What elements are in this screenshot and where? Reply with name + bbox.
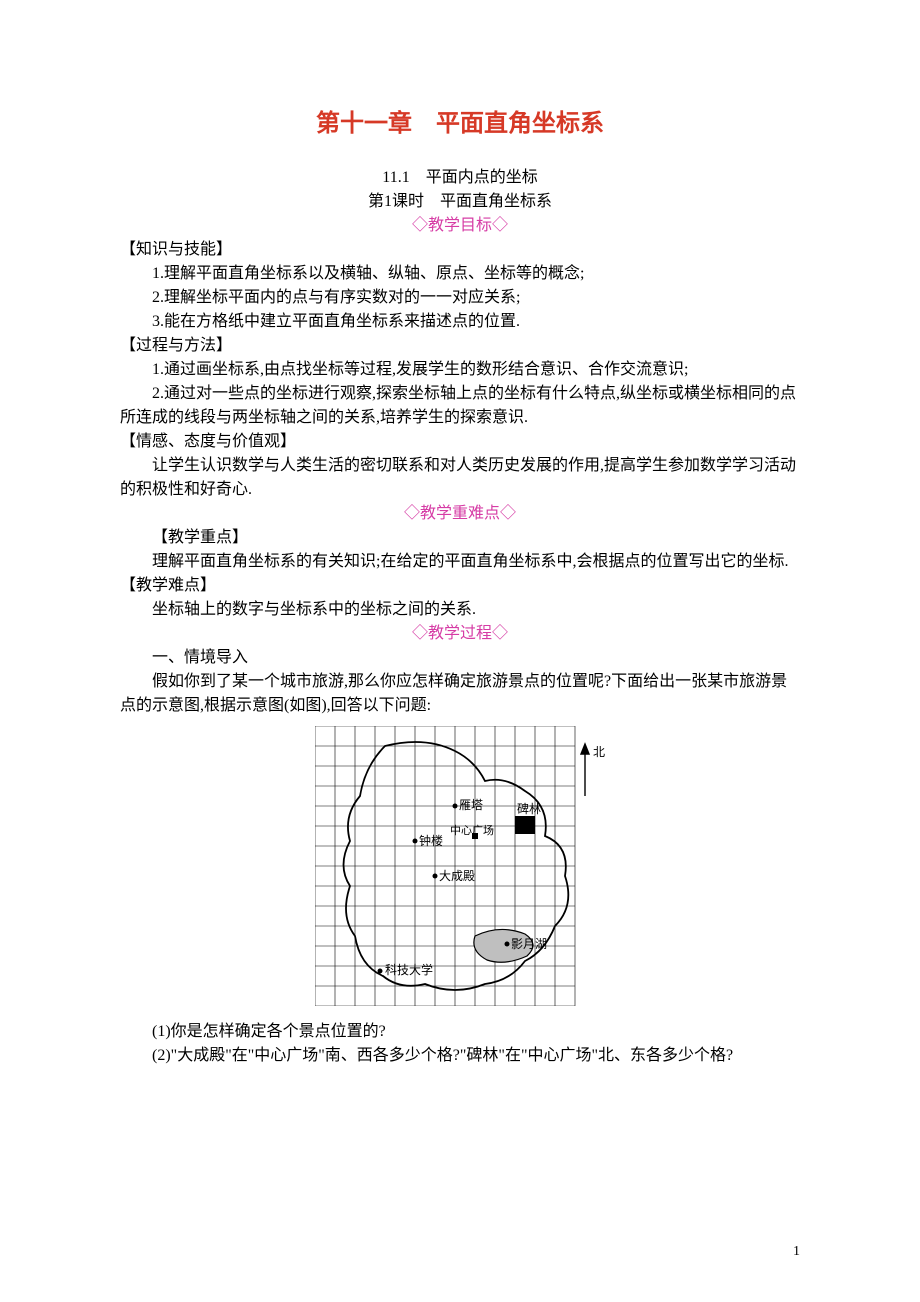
beilin-square [515, 816, 535, 834]
label-zhonglou: 钟楼 [419, 833, 443, 848]
point-yingyuehu [505, 942, 510, 947]
heading-keypoints: ◇教学重难点◇ [120, 502, 800, 526]
label-beilin: 碑林 [517, 801, 541, 816]
north-label: 北 [593, 745, 605, 759]
difficulty-text: 坐标轴上的数字与坐标系中的坐标之间的关系. [120, 598, 800, 622]
knowledge-item-3: 3.能在方格纸中建立平面直角坐标系来描述点的位置. [120, 310, 800, 334]
label-yanta: 雁塔 [459, 798, 483, 812]
page: 第十一章 平面直角坐标系 11.1 平面内点的坐标 第1课时 平面直角坐标系 ◇… [0, 0, 920, 1302]
label-knowledge-skills: 【知识与技能】 [120, 238, 800, 262]
page-number: 1 [793, 1241, 800, 1262]
label-yingyuehu: 影月湖 [511, 936, 547, 951]
section-title: 11.1 平面内点的坐标 [120, 166, 800, 190]
intro-p1: 假如你到了某一个城市旅游,那么你应怎样确定旅游景点的位置呢?下面给出一张某市旅游… [120, 670, 800, 718]
north-arrow-icon [581, 744, 589, 796]
map-figure: 北 雁塔 钟楼 中心广场 碑林 大成殿 影月湖 科技 [120, 726, 800, 1006]
label-difficulty: 【教学难点】 [120, 574, 800, 598]
heading-process: ◇教学过程◇ [120, 622, 800, 646]
process-item-1: 1.通过画坐标系,由点找坐标等过程,发展学生的数形结合意识、合作交流意识; [120, 358, 800, 382]
label-attitude: 【情感、态度与价值观】 [120, 430, 800, 454]
heading-goals: ◇教学目标◇ [120, 214, 800, 238]
question-2: (2)"大成殿"在"中心广场"南、西各多少个格?"碑林"在"中心广场"北、东各多… [120, 1044, 800, 1068]
knowledge-item-1: 1.理解平面直角坐标系以及横轴、纵轴、原点、坐标等的概念; [120, 262, 800, 286]
point-zhonglou [413, 839, 418, 844]
intro-heading: 一、情境导入 [120, 646, 800, 670]
label-process-method: 【过程与方法】 [120, 334, 800, 358]
label-kejidaxue: 科技大学 [385, 962, 433, 977]
point-yanta [453, 804, 458, 809]
label-zhongxin: 中心广场 [450, 823, 494, 837]
chapter-title: 第十一章 平面直角坐标系 [120, 106, 800, 142]
lesson-title: 第1课时 平面直角坐标系 [120, 190, 800, 214]
process-item-2: 2.通过对一些点的坐标进行观察,探索坐标轴上点的坐标有什么特点,纵坐标或横坐标相… [120, 382, 800, 430]
question-1: (1)你是怎样确定各个景点位置的? [120, 1020, 800, 1044]
point-kejidaxue [378, 969, 383, 974]
map-svg: 北 雁塔 钟楼 中心广场 碑林 大成殿 影月湖 科技 [315, 726, 605, 1006]
point-dachengdian [433, 874, 438, 879]
label-dachengdian: 大成殿 [439, 869, 475, 883]
key-point-text: 理解平面直角坐标系的有关知识;在给定的平面直角坐标系中,会根据点的位置写出它的坐… [120, 550, 800, 574]
knowledge-item-2: 2.理解坐标平面内的点与有序实数对的一一对应关系; [120, 286, 800, 310]
attitude-text: 让学生认识数学与人类生活的密切联系和对人类历史发展的作用,提高学生参加数学学习活… [120, 454, 800, 502]
label-key-point: 【教学重点】 [120, 526, 800, 550]
